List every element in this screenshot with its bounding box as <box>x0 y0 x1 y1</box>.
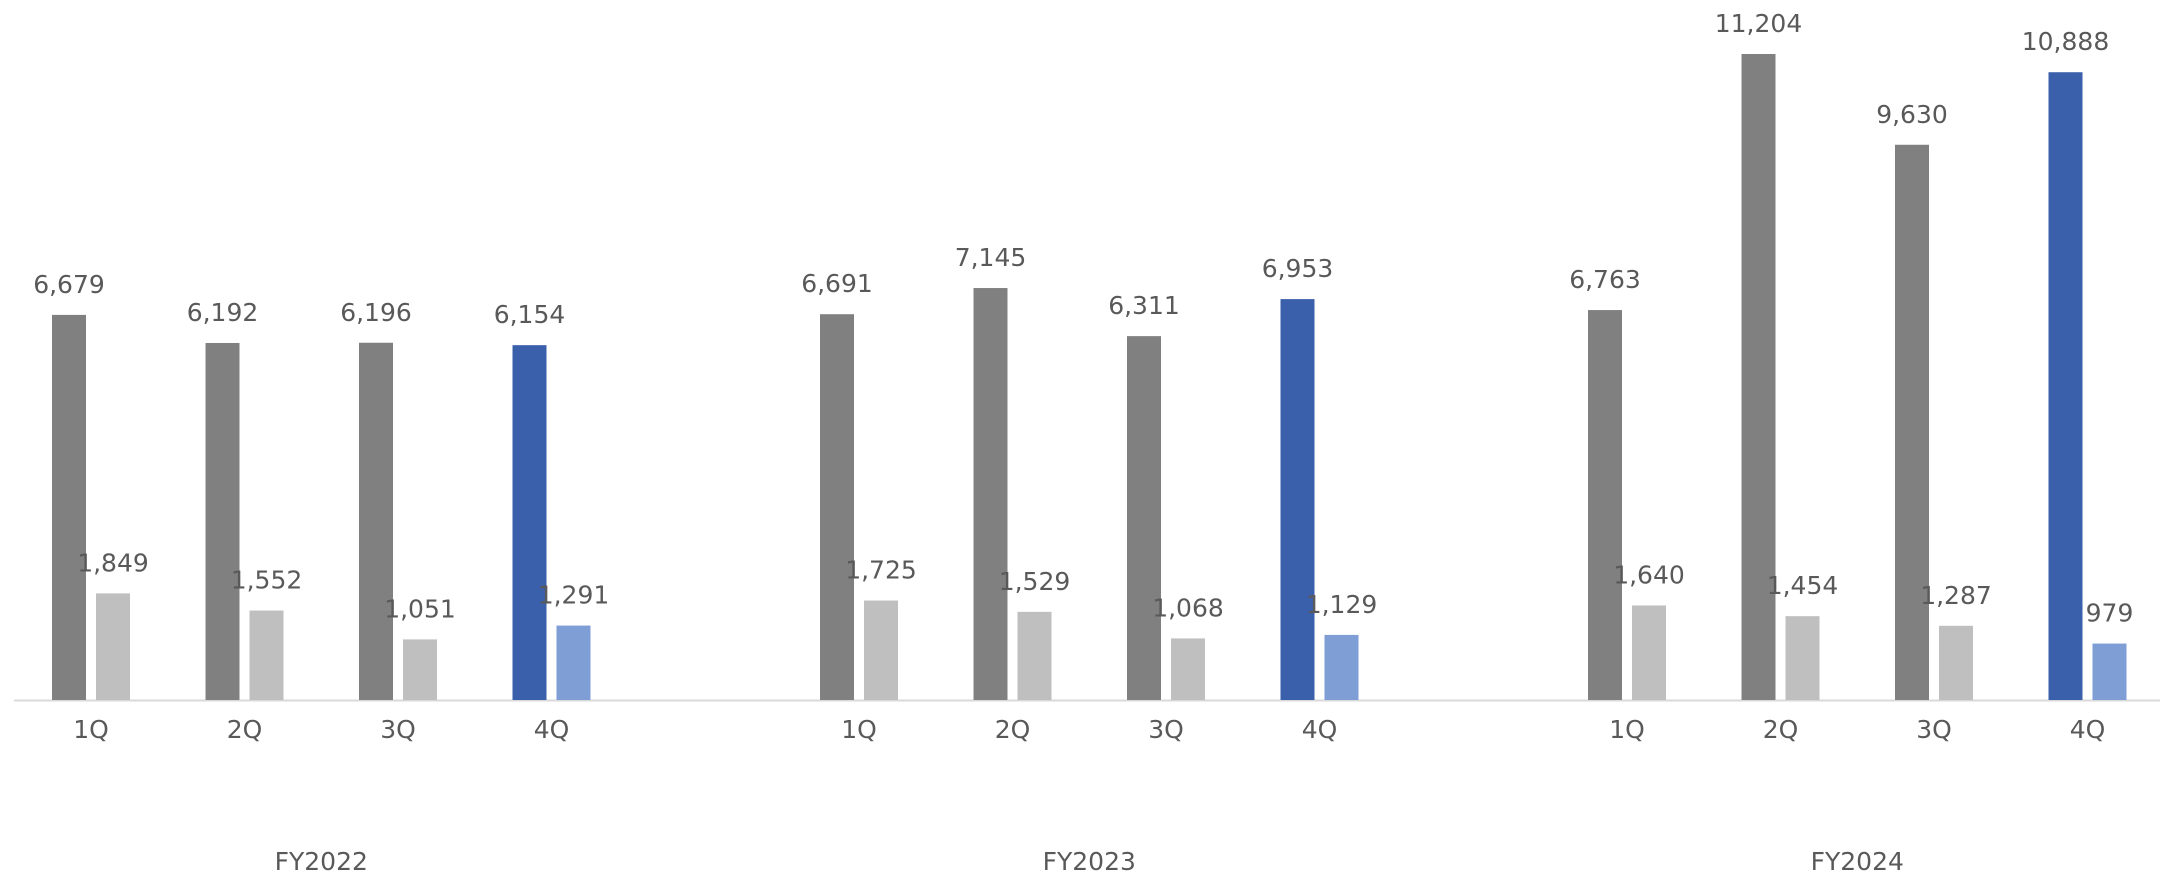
bar-secondary-fy2024-2q <box>1785 616 1820 700</box>
value-label-primary-fy2023-3q: 6,311 <box>1108 291 1180 320</box>
value-label-primary-fy2022-4q: 6,154 <box>494 300 566 329</box>
value-label-primary-fy2024-3q: 9,630 <box>1876 100 1948 129</box>
tick-label-fy2023-1q: 1Q <box>841 715 877 744</box>
tick-label-fy2022-3q: 3Q <box>380 715 416 744</box>
tick-label-fy2023-3q: 3Q <box>1148 715 1184 744</box>
bars-layer <box>52 54 2127 701</box>
value-label-secondary-fy2022-3q: 1,051 <box>384 594 456 623</box>
tick-label-fy2024-3q: 3Q <box>1916 715 1952 744</box>
value-label-secondary-fy2024-4q: 979 <box>2086 599 2134 628</box>
tick-label-fy2023-4q: 4Q <box>1302 715 1338 744</box>
group-label-fy2023: FY2023 <box>1043 847 1136 874</box>
value-label-secondary-fy2022-4q: 1,291 <box>538 581 610 610</box>
value-label-secondary-fy2024-1q: 1,640 <box>1613 560 1685 589</box>
value-label-secondary-fy2024-3q: 1,287 <box>1920 581 1992 610</box>
value-label-secondary-fy2022-2q: 1,552 <box>231 566 303 595</box>
bar-primary-fy2022-2q <box>205 342 240 700</box>
value-label-primary-fy2023-1q: 6,691 <box>801 269 873 298</box>
value-label-secondary-fy2022-1q: 1,849 <box>77 548 149 577</box>
value-label-primary-fy2023-2q: 7,145 <box>955 243 1027 272</box>
bar-secondary-fy2023-2q <box>1017 611 1052 700</box>
value-label-primary-fy2022-3q: 6,196 <box>340 298 412 327</box>
value-labels-layer: 6,679 1,849 6,192 1,552 6,196 1,051 6,154 1,291… <box>33 9 2133 628</box>
group-label-fy2022: FY2022 <box>275 847 368 874</box>
value-label-secondary-fy2023-3q: 1,068 <box>1152 593 1224 622</box>
bar-secondary-fy2024-1q <box>1632 605 1666 700</box>
bar-primary-fy2023-4q <box>1280 299 1315 700</box>
value-label-secondary-fy2024-2q: 1,454 <box>1767 571 1839 600</box>
value-label-secondary-fy2023-1q: 1,725 <box>845 556 917 585</box>
value-label-secondary-fy2023-2q: 1,529 <box>999 567 1071 596</box>
bar-primary-fy2023-3q <box>1127 336 1161 700</box>
group-label-fy2024: FY2024 <box>1811 847 1904 874</box>
bar-secondary-fy2022-1q <box>96 593 130 700</box>
value-label-primary-fy2022-2q: 6,192 <box>187 298 259 327</box>
tick-label-fy2024-4q: 4Q <box>2070 715 2106 744</box>
value-label-secondary-fy2023-4q: 1,129 <box>1306 590 1378 619</box>
tick-label-fy2024-2q: 2Q <box>1763 715 1799 744</box>
bar-secondary-fy2022-3q <box>403 639 437 700</box>
value-label-primary-fy2023-4q: 6,953 <box>1262 254 1334 283</box>
bar-secondary-fy2023-1q <box>864 600 898 700</box>
x-tick-labels-layer: 1Q 2Q 3Q 4Q 1Q 2Q 3Q 4Q 1Q 2Q 3Q 4Q <box>73 715 2105 744</box>
bar-primary-fy2024-3q <box>1895 144 1929 700</box>
value-label-primary-fy2024-4q: 10,888 <box>2022 27 2109 56</box>
bar-primary-fy2023-2q <box>973 288 1008 700</box>
bar-primary-fy2023-1q <box>820 314 854 700</box>
tick-label-fy2022-4q: 4Q <box>534 715 570 744</box>
tick-label-fy2024-1q: 1Q <box>1609 715 1645 744</box>
value-label-primary-fy2024-1q: 6,763 <box>1569 265 1641 294</box>
bar-secondary-fy2024-3q <box>1939 625 1973 700</box>
bar-secondary-fy2023-3q <box>1171 638 1205 700</box>
bar-primary-fy2024-2q <box>1741 54 1776 700</box>
bar-primary-fy2022-4q <box>512 345 547 700</box>
value-label-primary-fy2024-2q: 11,204 <box>1715 9 1802 38</box>
bar-primary-fy2022-1q <box>52 314 86 700</box>
bar-primary-fy2024-1q <box>1588 310 1622 700</box>
bar-secondary-fy2023-4q <box>1324 634 1359 700</box>
bar-secondary-fy2022-2q <box>249 610 284 700</box>
bar-primary-fy2024-4q <box>2048 72 2083 701</box>
group-labels-layer: FY2022 FY2023 FY2024 <box>275 847 1904 874</box>
bar-secondary-fy2024-4q <box>2092 643 2127 700</box>
tick-label-fy2023-2q: 2Q <box>995 715 1031 744</box>
tick-label-fy2022-1q: 1Q <box>73 715 109 744</box>
bar-secondary-fy2022-4q <box>556 625 591 700</box>
bar-primary-fy2022-3q <box>359 342 393 700</box>
tick-label-fy2022-2q: 2Q <box>227 715 263 744</box>
value-label-primary-fy2022-1q: 6,679 <box>33 270 105 299</box>
